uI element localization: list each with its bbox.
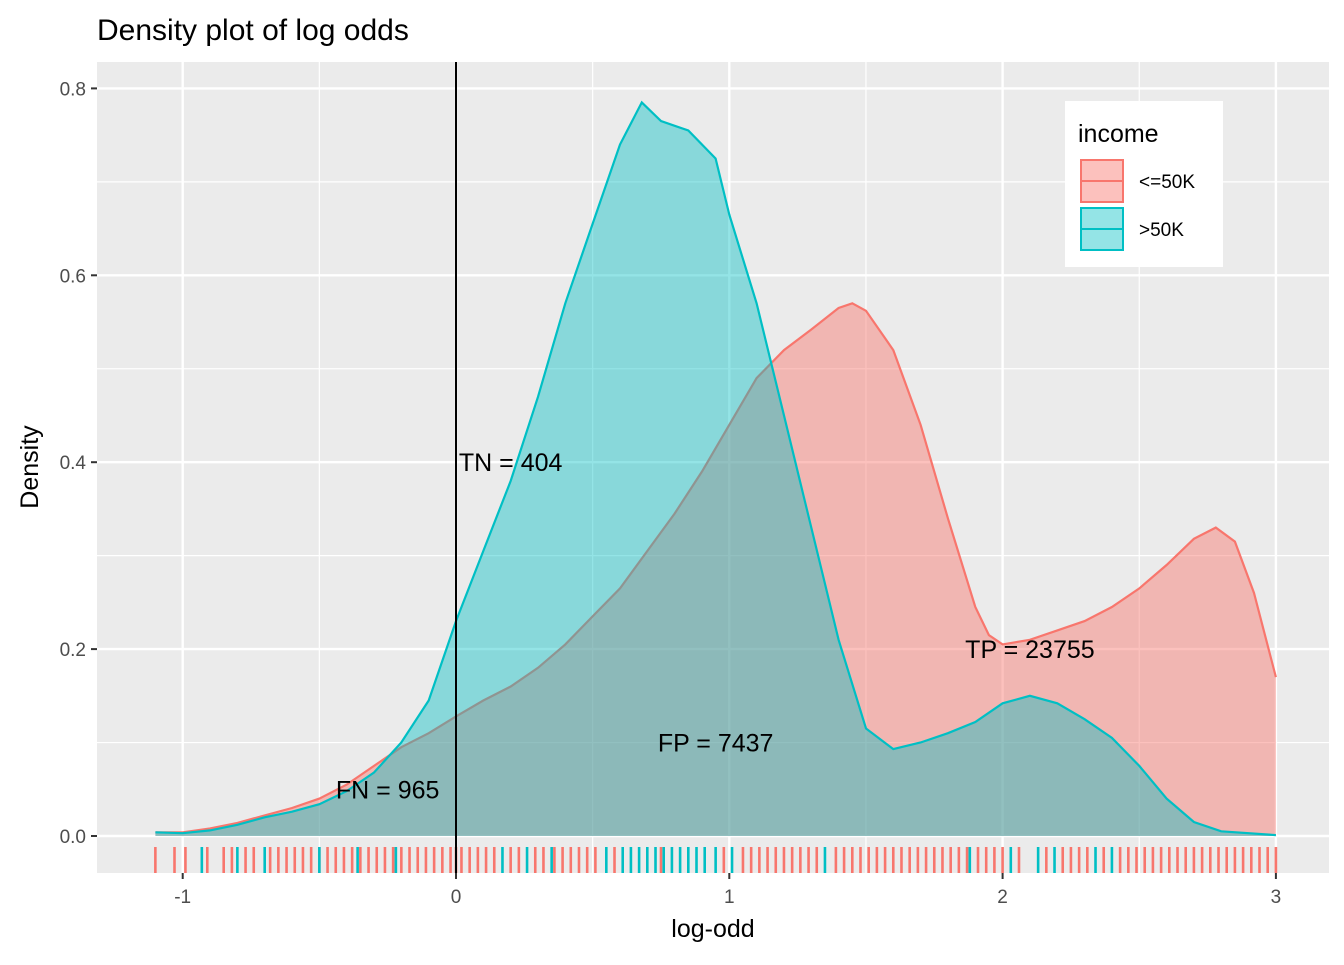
axes: 0.0 0.2 0.4 0.6 0.8 -1 0 1 2 3 — [60, 79, 1282, 908]
density-line — [155, 100, 1276, 837]
x-tick-label: -1 — [174, 887, 191, 908]
annotations: TN = 404 TP = 23755 FP = 7437 FN = 965 — [336, 449, 1095, 804]
density-line — [155, 302, 1277, 834]
legend-box — [1065, 101, 1223, 267]
x-axis-label: log-odd — [671, 915, 754, 943]
density-area-fill — [155, 303, 1276, 836]
x-tick-label: 1 — [724, 887, 735, 908]
density-areas — [155, 100, 1277, 837]
annotation-label: TN = 404 — [459, 449, 563, 477]
y-axis-label: Density — [16, 425, 44, 509]
legend: income <=50K >50K — [1065, 101, 1223, 267]
density-area-fill — [155, 102, 1276, 836]
annotation-label: FP = 7437 — [658, 730, 774, 758]
legend-title: income — [1078, 120, 1159, 148]
chart-title: Density plot of log odds — [97, 14, 409, 47]
annotation-label: FN = 965 — [336, 776, 440, 804]
y-tick-label: 0.4 — [60, 453, 87, 474]
x-tick-label: 2 — [997, 887, 1008, 908]
y-tick-label: 0.0 — [60, 827, 86, 848]
y-tick-label: 0.2 — [60, 640, 86, 661]
x-tick-label: 3 — [1271, 887, 1282, 908]
y-tick-label: 0.8 — [60, 79, 86, 100]
legend-label: <=50K — [1139, 172, 1195, 193]
annotation-label: TP = 23755 — [965, 636, 1095, 664]
x-tick-label: 0 — [451, 887, 462, 908]
legend-label: >50K — [1139, 220, 1184, 241]
y-tick-label: 0.6 — [60, 266, 86, 287]
rug-marks — [154, 847, 1278, 873]
